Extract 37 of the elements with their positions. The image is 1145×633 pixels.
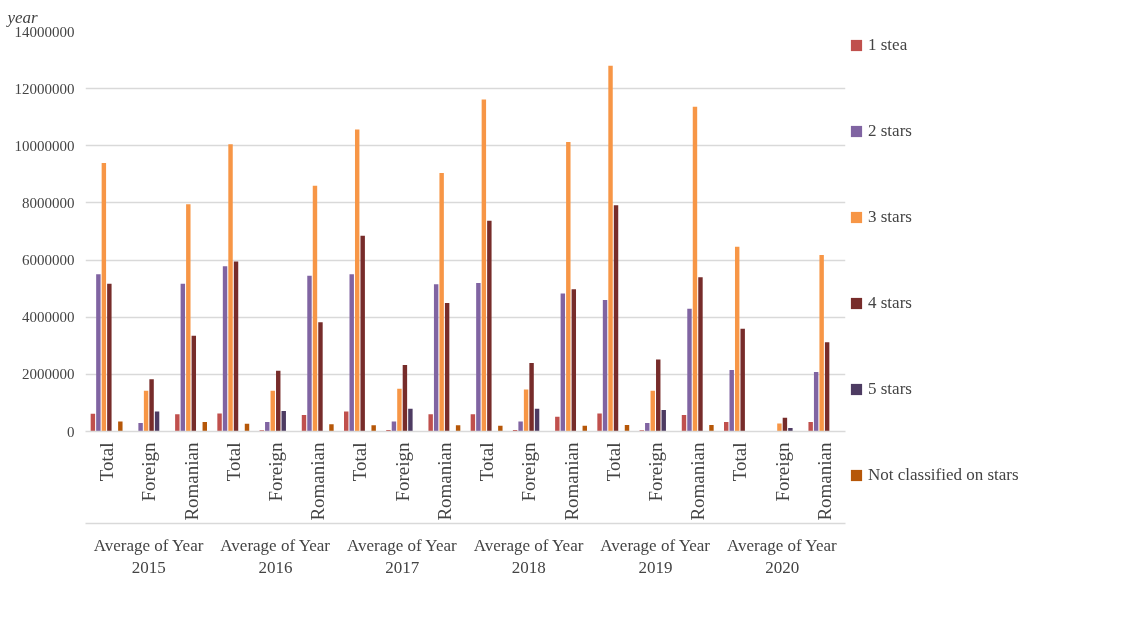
text: Average of Year 2019 <box>600 535 711 578</box>
text: Average of Year 2015 <box>93 535 204 578</box>
x-tick-label: Total <box>602 442 624 482</box>
x-tick-label: Foreign <box>391 442 413 502</box>
y-tick-label: 12000000 <box>14 80 75 97</box>
legend-label: 4 stars <box>868 293 912 313</box>
text: Average of Year 2020 <box>727 535 838 578</box>
y-tick-label: 6000000 <box>22 252 75 269</box>
text: Average of Year 2018 <box>473 535 584 578</box>
legend-label: Not classified on stars <box>868 465 1019 485</box>
y-tick-label: 4000000 <box>22 309 75 326</box>
x-tick-label: Romanian <box>687 442 709 521</box>
x-tick-label: Foreign <box>645 442 666 502</box>
x-tick-label: Foreign <box>771 442 793 502</box>
x-tick-label: Romanian <box>307 442 329 521</box>
x-tick-label: Total <box>222 442 244 482</box>
y-tick-label: 2000000 <box>22 366 75 383</box>
x-tick-label: Total <box>349 442 371 482</box>
legend-label: 2 stars <box>868 121 912 141</box>
text: Average of Year 2016 <box>220 535 331 578</box>
x-tick-label: Total <box>729 442 751 482</box>
x-tick-label: Total <box>476 442 498 482</box>
x-tick-label: Romanian <box>433 442 455 521</box>
y-tick-label: 8000000 <box>22 194 75 211</box>
x-tick-label: Romanian <box>813 442 835 521</box>
x-tick-label: Romanian <box>180 442 202 521</box>
legend-label: 5 stars <box>868 379 912 399</box>
legend-label: 3 stars <box>868 207 912 227</box>
x-tick-label: Total <box>96 442 118 482</box>
text: Average of Year 2017 <box>347 535 458 578</box>
y-tick-label: 10000000 <box>14 137 75 154</box>
x-tick-label: Foreign <box>518 442 540 502</box>
legend-label: 1 stea <box>868 35 908 55</box>
x-tick-label: Foreign <box>265 442 286 502</box>
x-tick-label: Romanian <box>560 442 582 521</box>
y-tick-label: 0 <box>67 423 75 440</box>
x-tick-label: Foreign <box>138 442 160 502</box>
